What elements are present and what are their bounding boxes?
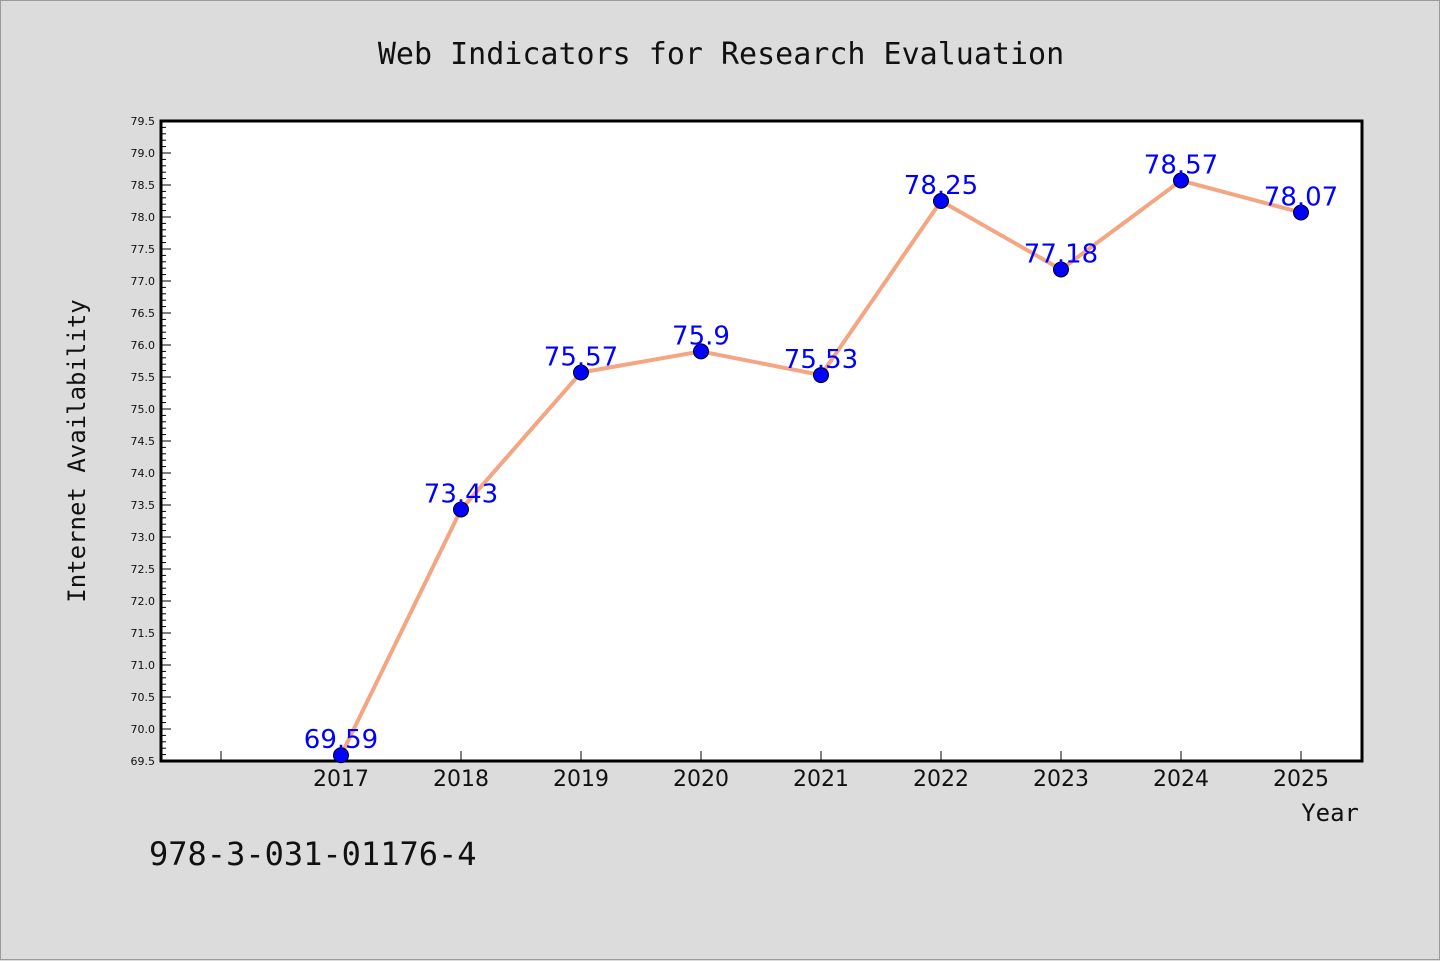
data-point: [1173, 172, 1189, 189]
y-tick-label: 71.5: [131, 627, 156, 640]
y-tick-label: 74.0: [131, 467, 156, 480]
y-tick-label: 69.5: [131, 755, 156, 768]
plot-area: [159, 119, 1364, 763]
x-tick-label: 2024: [1153, 767, 1209, 792]
y-tick-label: 76.0: [131, 339, 156, 352]
data-point: [333, 747, 349, 764]
data-point: [933, 193, 949, 209]
data-point: [573, 364, 589, 381]
y-tick-label: 78.5: [131, 179, 156, 192]
y-tick-label: 75.0: [131, 403, 156, 416]
x-tick-label: 2017: [313, 767, 369, 792]
y-tick-label: 79.0: [131, 147, 156, 160]
y-tick-label: 70.5: [131, 691, 156, 704]
data-label: 75.57: [544, 343, 618, 373]
data-point: [1293, 204, 1309, 221]
isbn-text: 978-3-031-01176-4: [149, 835, 477, 873]
data-label: 77.18: [1024, 239, 1098, 269]
y-tick-label: 75.5: [131, 371, 156, 384]
y-tick-label: 77.0: [131, 275, 156, 288]
x-tick-label: 2022: [913, 767, 969, 792]
data-label: 78.57: [1144, 151, 1218, 181]
series-layer: 69.59 73.43 75.57 75.9 75.53 78.25 77.18 78.57 7…: [304, 151, 1338, 764]
y-tick-label: 71.0: [131, 659, 156, 672]
data-point: [1053, 261, 1069, 278]
x-tick-label: 2021: [793, 767, 849, 792]
y-tick-label: 74.5: [131, 435, 156, 448]
x-tick-label: 2019: [553, 767, 609, 792]
y-tick-label: 76.5: [131, 307, 156, 320]
y-tick-label: 72.5: [131, 563, 156, 576]
x-tick-label: 2025: [1273, 767, 1329, 792]
y-tick-label: 73.0: [131, 531, 156, 544]
y-tick-label: 77.5: [131, 243, 156, 256]
y-axis: 69.5 70.0 70.5 71.0 71.5 72.0 72.5 73.0 73.5 74.0…: [131, 115, 171, 768]
x-tick-label: 2023: [1033, 767, 1089, 792]
data-label: 78.07: [1264, 183, 1338, 213]
data-label: 75.53: [784, 345, 858, 375]
y-tick-label: 70.0: [131, 723, 156, 736]
x-axis: 2017 2018 2019 2020 2021 2022 2023 2024 2025: [220, 751, 1329, 792]
data-point: [813, 367, 829, 384]
chart-title: Web Indicators for Research Evaluation: [378, 37, 1064, 72]
data-label: 69.59: [304, 725, 378, 755]
x-axis-label: Year: [1301, 799, 1359, 827]
data-label: 73.43: [424, 479, 498, 509]
y-tick-label: 78.0: [131, 211, 156, 224]
y-tick-label: 79.5: [131, 115, 156, 128]
data-label: 78.25: [904, 171, 978, 201]
y-tick-label: 72.0: [131, 595, 156, 608]
y-axis-label: Internet Availability: [63, 299, 91, 602]
y-tick-label: 73.5: [131, 499, 156, 512]
data-point: [453, 501, 469, 518]
data-label: 75.9: [672, 321, 730, 351]
x-tick-label: 2018: [433, 767, 489, 792]
data-point: [693, 343, 709, 360]
x-tick-label: 2020: [673, 767, 729, 792]
